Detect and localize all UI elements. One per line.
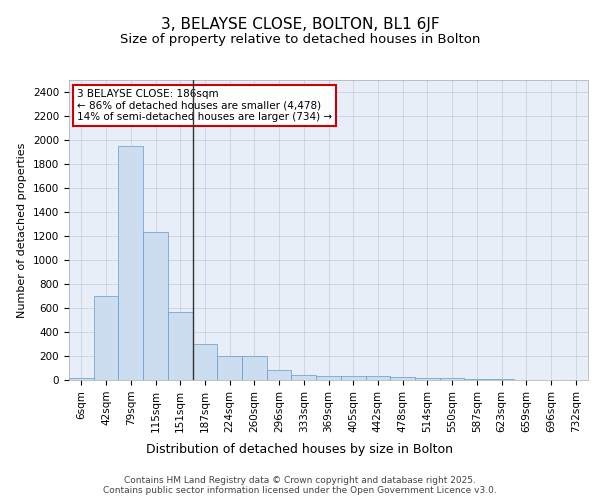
Text: 3, BELAYSE CLOSE, BOLTON, BL1 6JF: 3, BELAYSE CLOSE, BOLTON, BL1 6JF: [161, 18, 439, 32]
Bar: [242, 356, 267, 380]
Bar: [143, 232, 168, 380]
Bar: [267, 370, 292, 380]
Bar: [94, 296, 118, 380]
Text: Size of property relative to detached houses in Bolton: Size of property relative to detached ho…: [120, 32, 480, 46]
Bar: [341, 376, 365, 380]
Bar: [168, 312, 193, 380]
Text: Contains HM Land Registry data © Crown copyright and database right 2025.
Contai: Contains HM Land Registry data © Crown c…: [103, 476, 497, 495]
Bar: [390, 377, 415, 380]
Bar: [440, 378, 464, 380]
Bar: [415, 378, 440, 380]
Y-axis label: Number of detached properties: Number of detached properties: [17, 142, 28, 318]
Bar: [292, 374, 316, 380]
Bar: [193, 344, 217, 380]
Bar: [217, 356, 242, 380]
Text: Distribution of detached houses by size in Bolton: Distribution of detached houses by size …: [146, 442, 454, 456]
Text: 3 BELAYSE CLOSE: 186sqm
← 86% of detached houses are smaller (4,478)
14% of semi: 3 BELAYSE CLOSE: 186sqm ← 86% of detache…: [77, 89, 332, 122]
Bar: [69, 378, 94, 380]
Bar: [365, 376, 390, 380]
Bar: [316, 376, 341, 380]
Bar: [118, 146, 143, 380]
